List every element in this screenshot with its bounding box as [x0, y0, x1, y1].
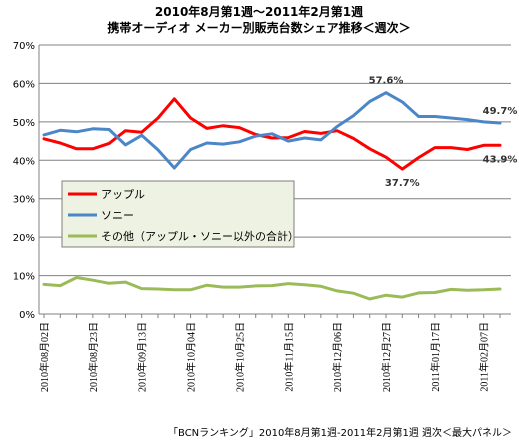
legend-box	[61, 180, 295, 248]
series-line-0	[42, 97, 502, 171]
series-lines	[42, 91, 502, 301]
data-label: 49.7%	[483, 106, 518, 117]
x-tick-label: 2010年09月13日	[136, 322, 149, 392]
y-tick-label: 50%	[13, 118, 35, 129]
data-label: 57.6%	[369, 76, 404, 87]
legend-label: その他（アップル・ソニー以外の合計）	[101, 229, 299, 243]
x-tick-label: 2010年10月04日	[185, 322, 198, 392]
legend-label: アップル	[101, 188, 145, 201]
axes: 0% 10% 20% 30% 40% 50% 60% 70%	[13, 41, 511, 321]
data-annotations: 57.6% 37.7% 49.7% 43.9%	[369, 76, 518, 189]
y-tick-label: 0%	[19, 310, 35, 321]
y-tick-label: 20%	[13, 233, 35, 244]
y-tick-label: 40%	[13, 156, 35, 167]
x-tick-label: 2010年08月23日	[87, 322, 100, 392]
y-tick-label: 70%	[13, 41, 35, 52]
chart-footer: 「BCNランキング」2010年8月第1週-2011年2月第1週 週次＜最大パネル…	[168, 426, 512, 439]
chart-subtitle: 携帯オーディオ メーカー別販売台数シェア推移＜週次＞	[107, 20, 410, 35]
x-tick-label: 2011年01月17日	[429, 322, 442, 392]
chart-title: 2010年8月第1週〜2011年2月第1週	[155, 4, 363, 19]
series-line-2	[42, 276, 502, 301]
y-tick-label: 30%	[13, 195, 35, 206]
x-tick-label: 2010年11月15日	[282, 322, 295, 392]
legend-label: ソニー	[101, 209, 134, 222]
data-label: 37.7%	[385, 178, 420, 189]
x-tick-label: 2011年02月07日	[478, 322, 491, 392]
data-label: 43.9%	[483, 154, 518, 165]
x-tick-label: 2010年12月06日	[331, 322, 344, 392]
x-tick-label: 2010年12月27日	[380, 322, 393, 392]
x-tick-labels: 2010年08月02日 2010年08月23日 2010年09月13日 2010年10…	[38, 322, 491, 392]
x-tick-label: 2010年08月02日	[38, 322, 51, 392]
y-tick-label: 10%	[13, 272, 35, 283]
series-line-1	[42, 91, 502, 170]
x-tick-label: 2010年10月25日	[233, 322, 246, 392]
y-tick-label: 60%	[13, 79, 35, 90]
